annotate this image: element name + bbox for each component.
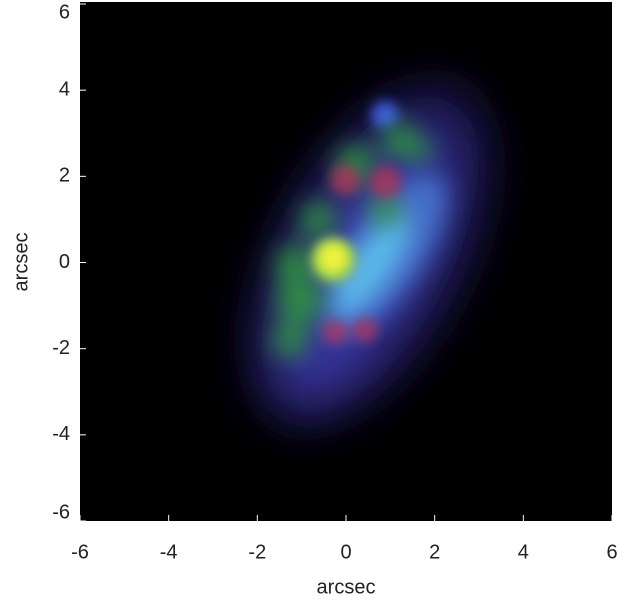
y-tick-label: 4 bbox=[59, 78, 70, 100]
y-tick-label: -6 bbox=[52, 501, 70, 523]
x-tick-label: 6 bbox=[606, 541, 617, 563]
y-tick-label: -4 bbox=[52, 423, 70, 445]
x-tick-label: 4 bbox=[518, 541, 529, 563]
y-tick-label: 0 bbox=[59, 251, 70, 273]
chart: arcsec arcsec -6 -4 -2 0 2 4 6 -6 -4 -2 0 2 4 6 bbox=[0, 0, 641, 604]
x-tick-label: 2 bbox=[429, 541, 440, 563]
image bbox=[80, 2, 612, 521]
x-tick-label: 0 bbox=[340, 541, 351, 563]
x-axis-label: arcsec bbox=[317, 576, 376, 598]
x-tick-label: -2 bbox=[248, 541, 266, 563]
y-axis-label: arcsec bbox=[10, 233, 32, 292]
nucleus bbox=[319, 244, 347, 272]
y-tick-label: 6 bbox=[59, 1, 70, 23]
x-tick-label: -4 bbox=[160, 541, 178, 563]
y-tick-label: 2 bbox=[59, 165, 70, 187]
y-tick-label: -2 bbox=[52, 337, 70, 359]
x-tick-label: -6 bbox=[71, 541, 89, 563]
